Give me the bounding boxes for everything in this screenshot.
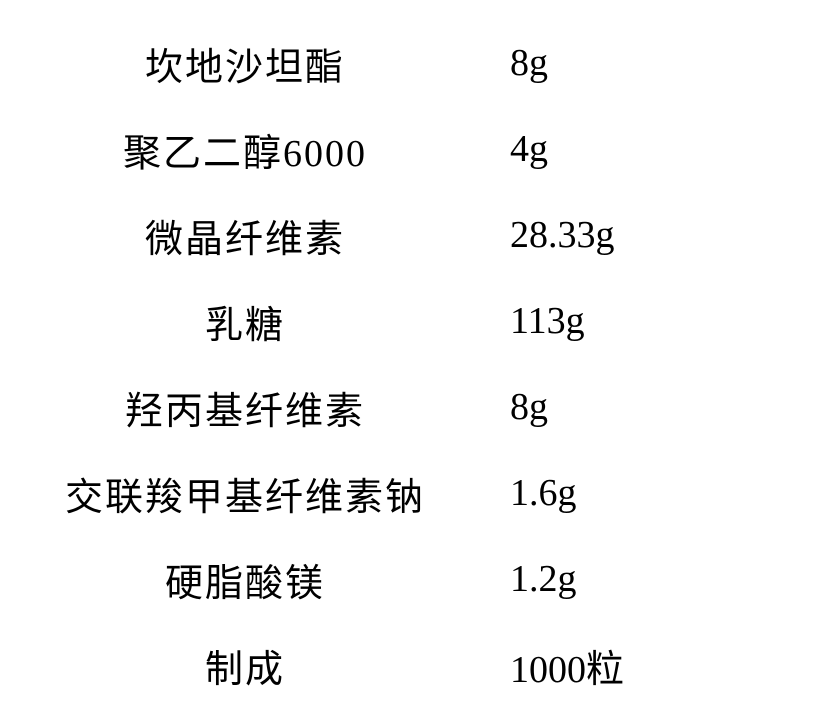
table-row: 交联羧甲基纤维素钠 1.6g [40, 466, 780, 521]
ingredient-cell: 硬脂酸镁 [40, 552, 450, 607]
amount-cell: 1.2g [450, 557, 780, 601]
ingredient-cell: 微晶纤维素 [40, 208, 450, 263]
amount-cell: 1000粒 [450, 638, 780, 693]
ingredient-cell: 聚乙二醇6000 [40, 122, 450, 177]
table-row: 羟丙基纤维素 8g [40, 380, 780, 435]
table-row: 制成 1000粒 [40, 638, 780, 693]
ingredient-cell: 羟丙基纤维素 [40, 380, 450, 435]
amount-cell: 8g [450, 385, 780, 429]
table-row: 聚乙二醇6000 4g [40, 122, 780, 177]
table-row: 坎地沙坦酯 8g [40, 36, 780, 91]
ingredient-cell: 交联羧甲基纤维素钠 [40, 466, 450, 521]
ingredient-cell: 乳糖 [40, 294, 450, 349]
table-row: 硬脂酸镁 1.2g [40, 552, 780, 607]
amount-cell: 28.33g [450, 213, 780, 257]
amount-cell: 4g [450, 127, 780, 171]
amount-cell: 113g [450, 299, 780, 343]
ingredient-cell: 坎地沙坦酯 [40, 36, 450, 91]
ingredient-cell: 制成 [40, 638, 450, 693]
amount-cell: 1.6g [450, 471, 780, 515]
amount-cell: 8g [450, 41, 780, 85]
table-row: 乳糖 113g [40, 294, 780, 349]
table-row: 微晶纤维素 28.33g [40, 208, 780, 263]
